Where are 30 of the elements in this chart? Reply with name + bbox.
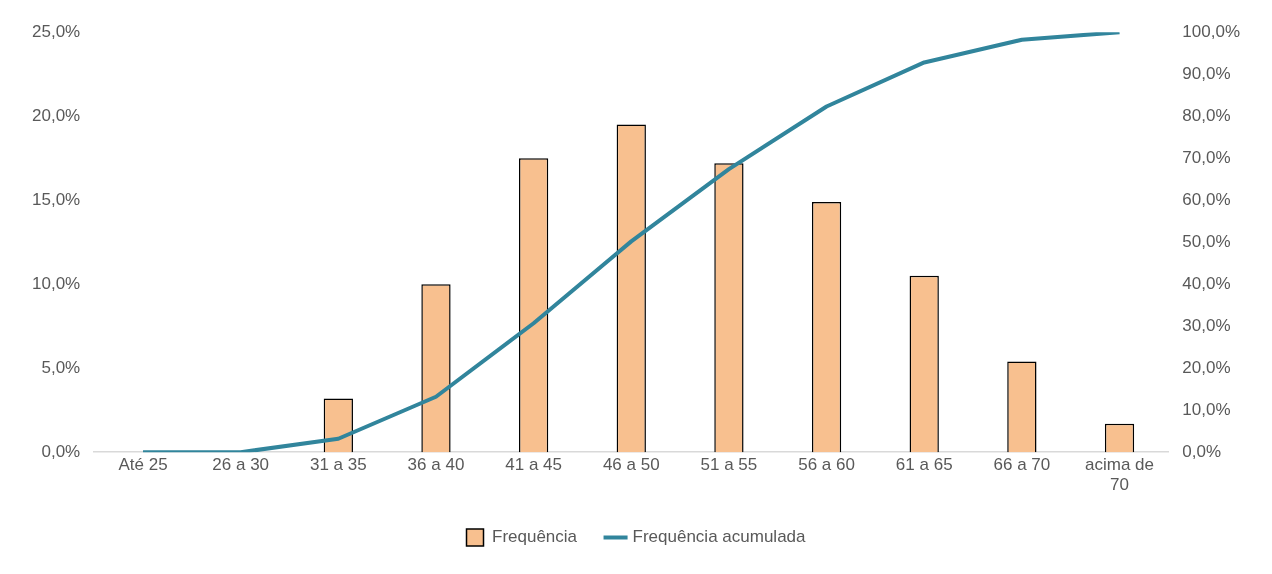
- x-tick-label: 36 a 40: [407, 455, 465, 475]
- y-tick-label: 0,0%: [41, 441, 81, 461]
- y2-tick-label: 50,0%: [1182, 231, 1231, 251]
- x-tick-label: Até 25: [118, 455, 168, 475]
- y2-tick-label: 40,0%: [1182, 273, 1231, 293]
- y-tick-label: 10,0%: [32, 273, 81, 293]
- y2-tick-label: 60,0%: [1182, 189, 1231, 209]
- x-tick-label: 56 a 60: [798, 455, 855, 475]
- legend-label: Frequência acumulada: [632, 527, 807, 547]
- y2-tick-label: 30,0%: [1182, 315, 1231, 335]
- x-tick-label: 31 a 35: [309, 455, 367, 475]
- x-tick-label: 46 a 50: [602, 455, 660, 475]
- x-tick-label: 51 a 55: [700, 455, 758, 475]
- y2-tick-label: 20,0%: [1182, 357, 1231, 377]
- x-tick-label: acima de 70: [1085, 455, 1155, 495]
- x-tick-label: 66 a 70: [993, 455, 1051, 475]
- x-tick-label: 61 a 65: [895, 455, 953, 475]
- y2-tick-label: 0,0%: [1182, 441, 1222, 461]
- y2-tick-label: 80,0%: [1182, 105, 1231, 125]
- y-tick-label: 15,0%: [32, 189, 81, 209]
- x-tick-label: 26 a 30: [212, 455, 270, 475]
- y2-tick-label: 90,0%: [1182, 63, 1231, 83]
- y2-tick-label: 70,0%: [1182, 147, 1231, 167]
- y-tick-label: 20,0%: [32, 105, 81, 125]
- y2-tick-label: 100,0%: [1182, 21, 1241, 41]
- y-tick-label: 5,0%: [41, 357, 81, 377]
- legend-label: Frequência: [492, 527, 578, 547]
- y2-tick-label: 10,0%: [1182, 399, 1231, 419]
- x-tick-label: 41 a 45: [505, 455, 562, 475]
- y-tick-label: 25,0%: [32, 21, 81, 41]
